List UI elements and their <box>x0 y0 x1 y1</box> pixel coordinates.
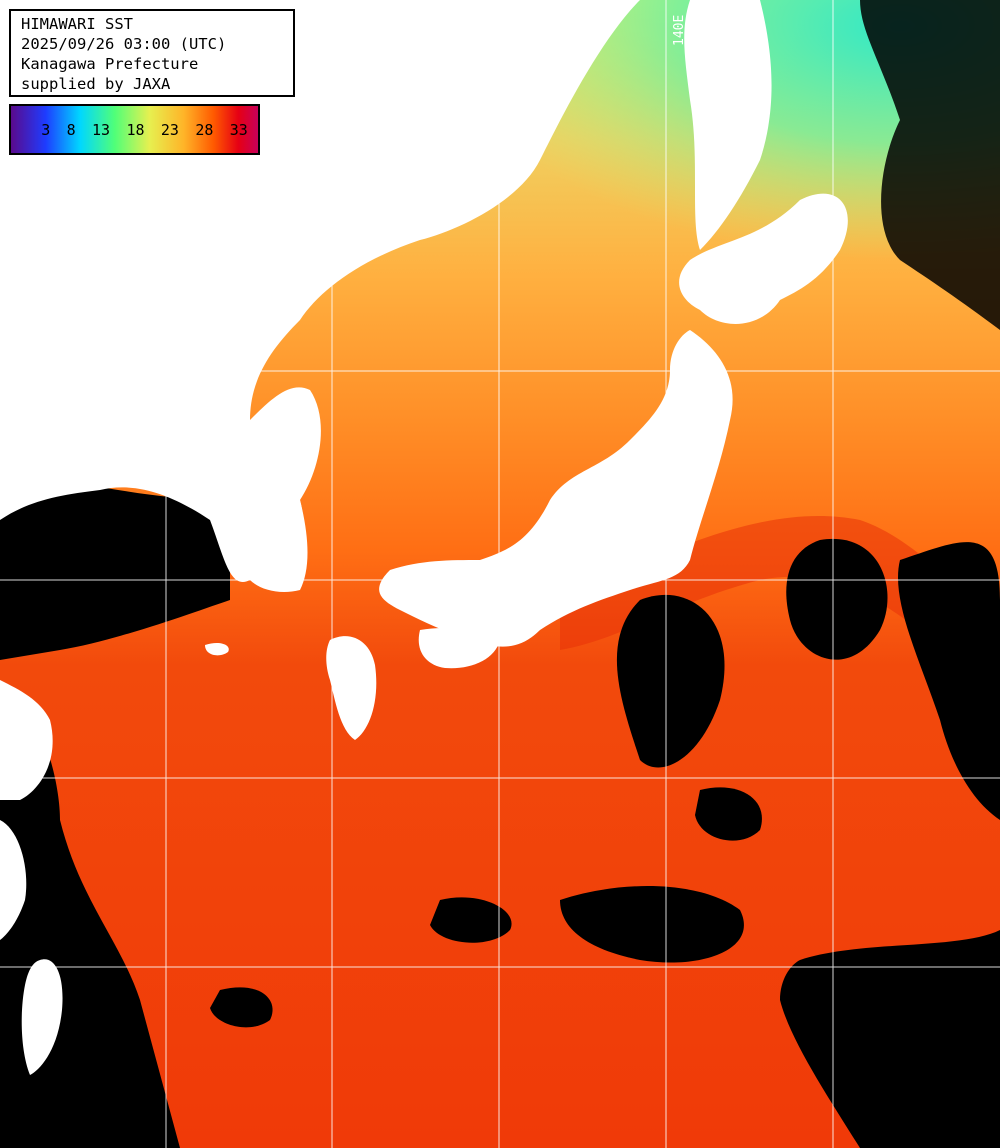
hokkaido <box>679 193 848 324</box>
honshu <box>379 330 733 647</box>
colorbar-tick: 13 <box>92 120 111 139</box>
colorbar-tick: 18 <box>126 120 145 139</box>
china-coast <box>0 680 53 800</box>
colorbar-tick: 28 <box>195 120 214 139</box>
colorbar-tick: 33 <box>229 120 248 139</box>
lat-label-30n: 30N <box>12 760 36 775</box>
region-name: Kanagawa Prefecture <box>21 55 199 73</box>
taiwan <box>21 959 63 1075</box>
data-credit: supplied by JAXA <box>21 75 171 93</box>
colorbar-tick: 23 <box>160 120 179 139</box>
lon-label-140e: 140E <box>672 14 687 46</box>
china-coast-south <box>0 820 27 940</box>
shikoku <box>418 628 500 669</box>
info-box: HIMAWARI SST 2025/09/26 03:00 (UTC) Kana… <box>9 9 295 97</box>
korean-peninsula <box>244 387 321 592</box>
colorbar-tick: 8 <box>66 120 76 139</box>
sakhalin <box>684 0 772 250</box>
product-title: HIMAWARI SST <box>21 15 133 33</box>
oki-island <box>398 128 425 160</box>
lat-label-40n: 40N <box>12 352 36 367</box>
colorbar-gradient <box>11 106 258 153</box>
colorbar-tick: 3 <box>41 120 51 139</box>
jeju-island <box>205 642 229 656</box>
observation-datetime: 2025/09/26 03:00 (UTC) <box>21 35 227 53</box>
temperature-colorbar: 3 8 13 18 23 28 33 <box>9 104 260 155</box>
kyushu <box>326 636 377 740</box>
